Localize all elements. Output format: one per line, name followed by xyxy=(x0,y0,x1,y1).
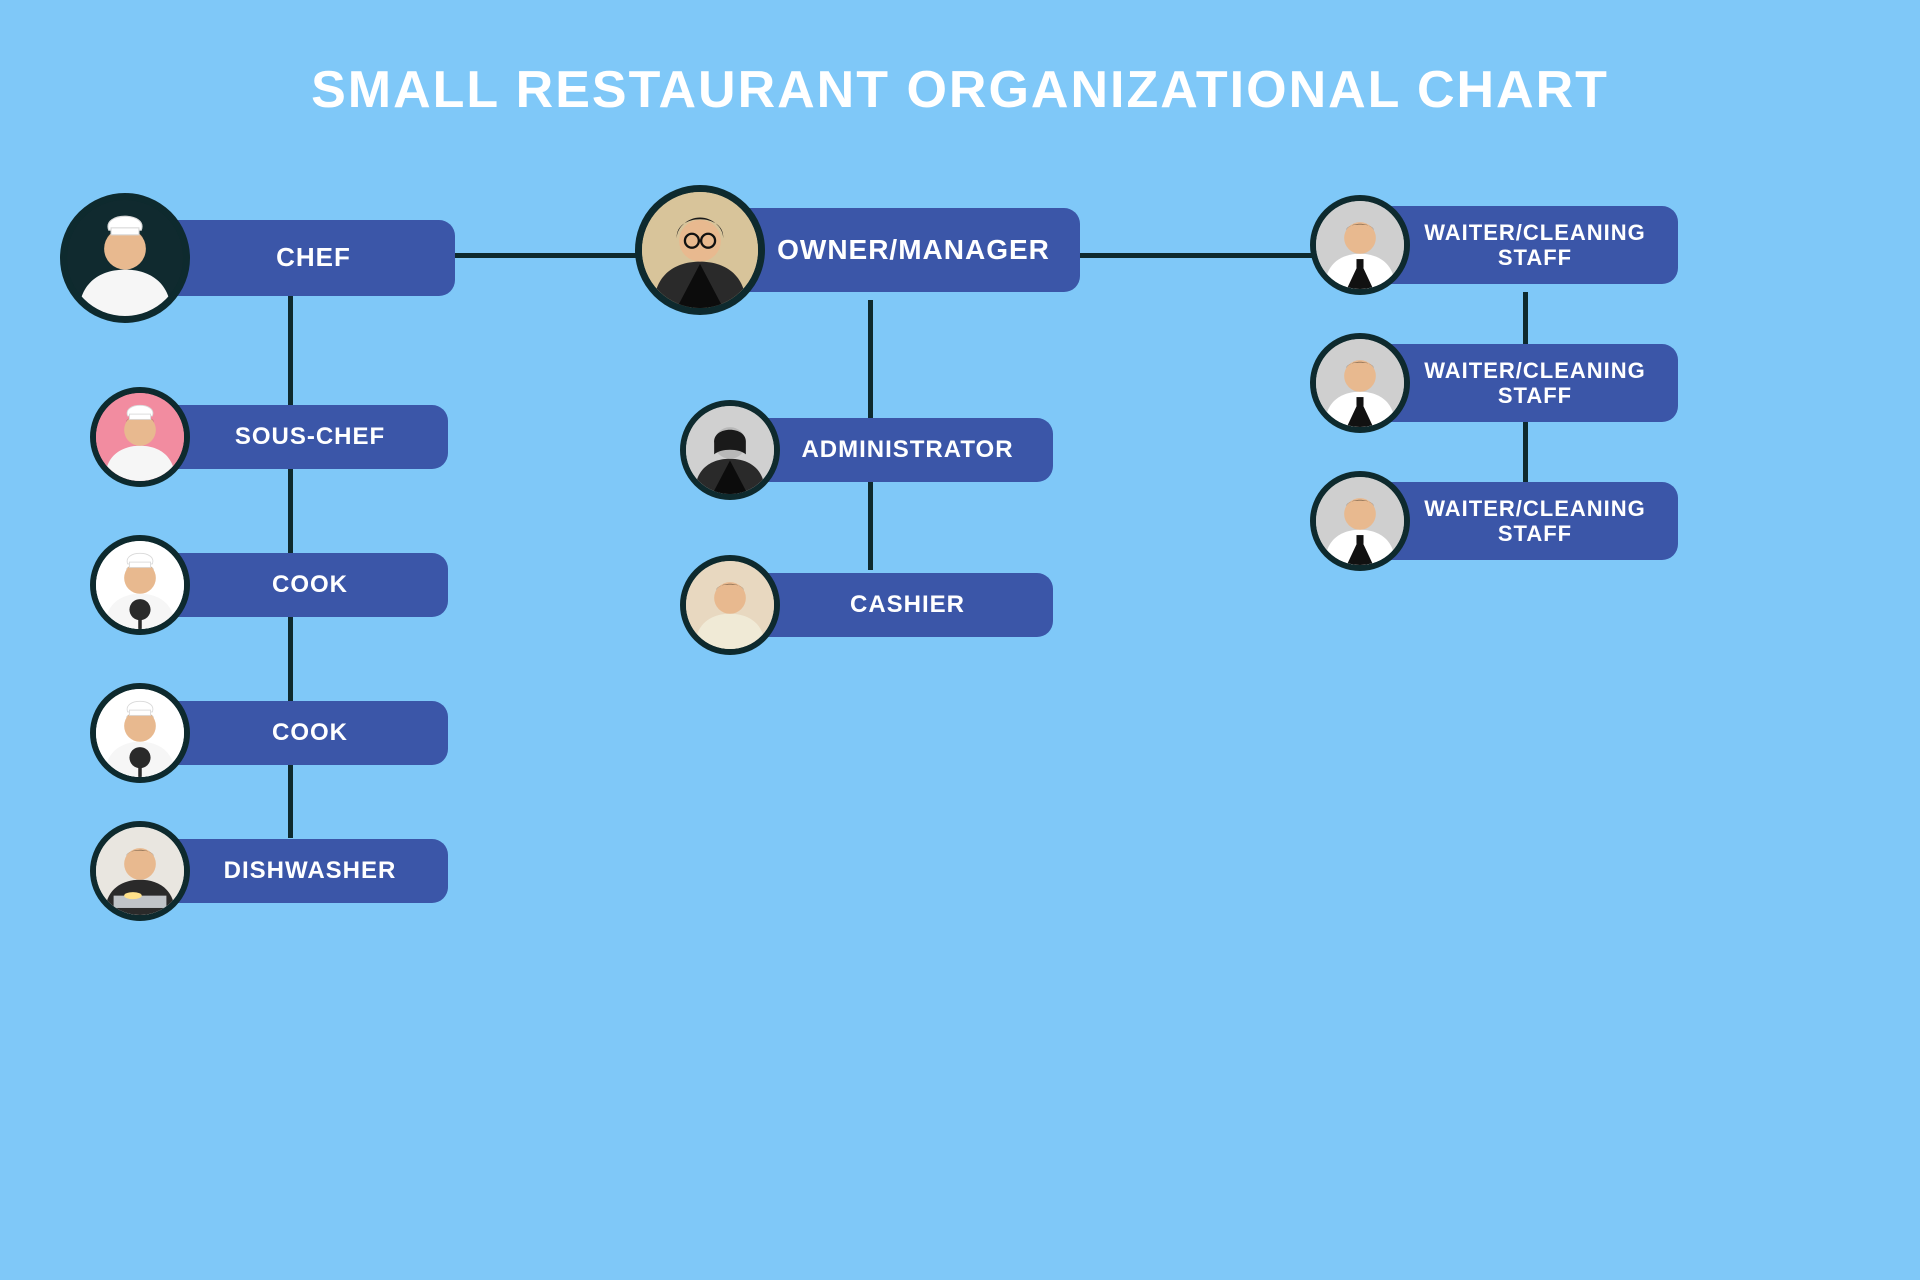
role-label: ADMINISTRATOR xyxy=(738,418,1053,482)
role-label: WAITER/CLEANING STAFF xyxy=(1368,482,1678,560)
role-label: DISHWASHER xyxy=(148,839,448,903)
role-label: CASHIER xyxy=(738,573,1053,637)
avatar xyxy=(1310,471,1410,571)
org-node-waiter1: WAITER/CLEANING STAFF xyxy=(1310,195,1678,295)
org-node-cook1: COOK xyxy=(90,535,448,635)
org-node-cashier: CASHIER xyxy=(680,555,1053,655)
org-node-dish: DISHWASHER xyxy=(90,821,448,921)
avatar xyxy=(1310,333,1410,433)
avatar xyxy=(90,683,190,783)
role-label: WAITER/CLEANING STAFF xyxy=(1368,344,1678,422)
org-node-chef: CHEF xyxy=(60,193,455,323)
role-label: OWNER/MANAGER xyxy=(710,208,1080,292)
avatar xyxy=(90,821,190,921)
org-node-waiter3: WAITER/CLEANING STAFF xyxy=(1310,471,1678,571)
avatar xyxy=(680,400,780,500)
org-node-waiter2: WAITER/CLEANING STAFF xyxy=(1310,333,1678,433)
avatar xyxy=(635,185,765,315)
org-node-owner: OWNER/MANAGER xyxy=(635,185,1080,315)
org-node-admin: ADMINISTRATOR xyxy=(680,400,1053,500)
connector-line xyxy=(455,253,655,258)
avatar xyxy=(90,387,190,487)
org-chart-canvas: SMALL RESTAURANT ORGANIZATIONAL CHART OW… xyxy=(0,0,1920,1280)
role-label: SOUS-CHEF xyxy=(148,405,448,469)
org-node-sous: SOUS-CHEF xyxy=(90,387,448,487)
avatar xyxy=(680,555,780,655)
page-title: SMALL RESTAURANT ORGANIZATIONAL CHART xyxy=(0,60,1920,120)
avatar xyxy=(90,535,190,635)
org-node-cook2: COOK xyxy=(90,683,448,783)
avatar xyxy=(60,193,190,323)
role-label: WAITER/CLEANING STAFF xyxy=(1368,206,1678,284)
role-label: COOK xyxy=(148,553,448,617)
avatar xyxy=(1310,195,1410,295)
role-label: COOK xyxy=(148,701,448,765)
